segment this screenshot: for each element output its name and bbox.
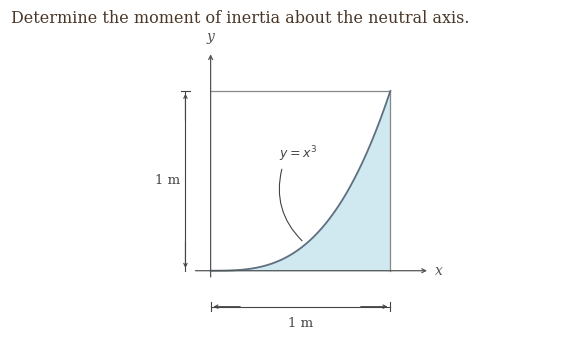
Text: $y = x^3$: $y = x^3$ bbox=[279, 144, 317, 164]
Text: Determine the moment of inertia about the neutral axis.: Determine the moment of inertia about th… bbox=[11, 10, 470, 27]
Text: 1 m: 1 m bbox=[288, 317, 313, 331]
Text: y: y bbox=[207, 30, 215, 44]
Text: x: x bbox=[435, 264, 443, 278]
Text: 1 m: 1 m bbox=[155, 174, 180, 187]
Polygon shape bbox=[211, 91, 390, 271]
